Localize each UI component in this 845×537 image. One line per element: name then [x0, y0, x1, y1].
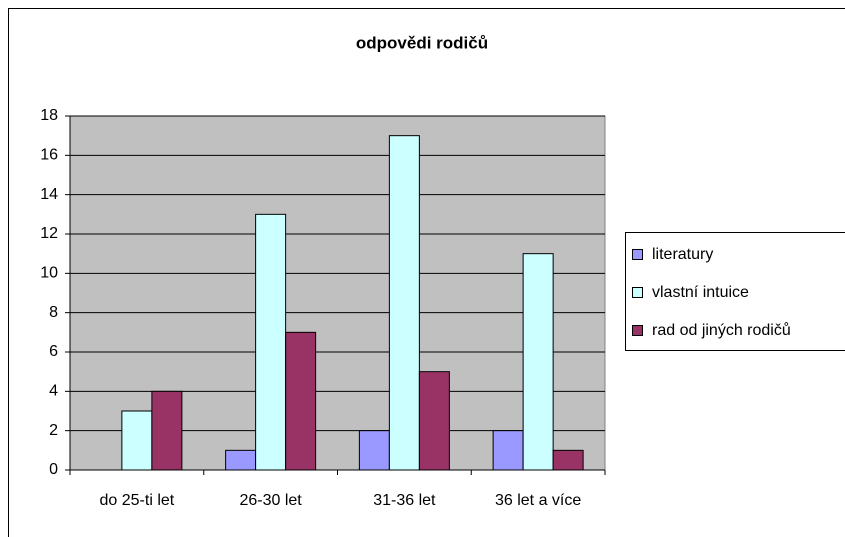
legend-swatch [632, 325, 643, 336]
legend-label: rad od jiných rodičů [652, 321, 791, 339]
x-tick-label: 26-30 let [239, 492, 302, 509]
legend-label: literatury [652, 246, 713, 263]
bar [121, 410, 153, 471]
y-tick-label: 4 [49, 383, 58, 400]
y-tick-label: 8 [49, 304, 58, 321]
y-tick-label: 14 [40, 186, 58, 203]
legend-label: vlastní intuice [652, 284, 749, 301]
bar [388, 135, 420, 471]
bar [552, 449, 584, 471]
y-tick-label: 16 [40, 147, 58, 164]
y-tick-label: 2 [49, 422, 58, 439]
x-tick-label: do 25-ti let [100, 492, 175, 509]
legend [625, 232, 845, 351]
y-tick-label: 0 [49, 461, 58, 478]
chart-title: odpovědi rodičů [356, 33, 488, 52]
bar [358, 430, 390, 471]
bar [492, 430, 524, 471]
legend-swatch [632, 249, 643, 260]
y-tick-label: 6 [49, 343, 58, 360]
y-tick-label: 10 [40, 265, 58, 282]
x-tick-label: 31-36 let [373, 492, 436, 509]
bar [225, 449, 257, 471]
bar [285, 331, 317, 471]
bar [522, 253, 554, 471]
bar [418, 371, 450, 471]
bar [255, 213, 287, 471]
legend-swatch [632, 287, 643, 298]
bar [151, 390, 183, 471]
y-tick-label: 18 [40, 107, 58, 124]
y-tick-label: 12 [40, 225, 58, 242]
x-tick-label: 36 let a více [495, 492, 581, 509]
